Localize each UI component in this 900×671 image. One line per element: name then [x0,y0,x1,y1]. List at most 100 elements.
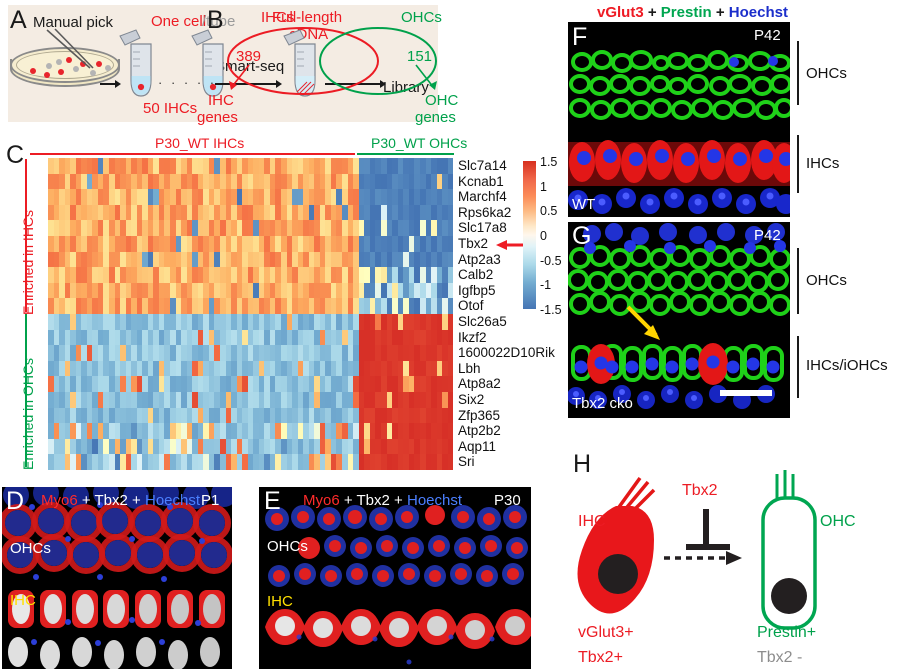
heatmap-cell [330,173,337,190]
heatmap-cell [375,423,381,439]
heatmap-cell [114,235,121,252]
heatmap-cell [314,251,320,268]
heatmap-cell [186,173,193,190]
heatmap-cell [53,235,60,252]
heatmap-cell [286,454,293,470]
heatmap-cell [103,407,110,424]
heatmap-cell [308,173,315,190]
heatmap-cell [170,360,176,377]
heatmap-cell [181,267,187,283]
heatmap-cell [358,204,365,221]
heatmap-cell [236,251,243,268]
heatmap-cell [431,158,437,174]
heatmap-cell [125,329,132,346]
heatmap-cell [347,204,354,221]
heatmap-cell [258,391,265,408]
heatmap-cell [425,438,432,455]
heatmap-cell [264,235,270,252]
heatmap-cell [303,329,309,346]
heatmap-cell [170,313,176,330]
heatmap-cell [386,407,393,424]
heatmap-cell [353,282,359,299]
heatmap-cell [219,313,226,330]
heatmap-cell [131,235,137,252]
heatmap-cell [170,204,176,221]
heatmap-cell [386,298,393,314]
heatmap-cell [153,329,159,346]
heatmap-row [48,329,454,346]
heatmap-cell [308,267,315,283]
heatmap-cell [419,220,426,236]
heatmap-cell [214,329,220,346]
panel-d-age: P1 [201,492,220,509]
heatmap-cell [336,345,342,361]
heatmap-cell [158,204,165,221]
heatmap-cell [386,376,393,392]
heatmap-cell [242,423,248,439]
heatmap-cell [325,189,331,205]
heatmap-cell [403,189,409,205]
heatmap-cell [70,391,76,408]
heatmap-cell [158,329,165,346]
heatmap-cell [192,376,198,392]
heatmap-cell [81,454,87,470]
heatmap-cell [70,407,76,424]
heatmap-cell [175,158,182,174]
heatmap-cell [369,313,376,330]
heatmap-cell [219,235,226,252]
heatmap-cell [258,251,265,268]
heatmap-cell [181,282,187,299]
heatmap-cell [358,345,365,361]
heatmap-cell [286,407,293,424]
heatmap-cell [447,376,454,392]
pipette-needle-icon [46,28,94,69]
heatmap-cell [97,173,104,190]
heatmap-cell [258,438,265,455]
heatmap-cell [297,423,304,439]
heatmap-cell [297,438,304,455]
heatmap-row [48,173,454,190]
heatmap-cell [425,204,432,221]
panel-g-micrograph-content [568,222,790,418]
heatmap-cell [369,391,376,408]
heatmap-cell [219,298,226,314]
heatmap-cell [70,251,76,268]
heatmap-cell [330,267,337,283]
heatmap-row [48,298,454,314]
heatmap-cell [109,329,115,346]
heatmap-cell [59,438,65,455]
heatmap-cell [70,173,76,190]
heatmap-cell [153,454,159,470]
heatmap-cell [375,454,381,470]
heatmap-cell [364,173,370,190]
heatmap-cell [253,345,259,361]
heatmap-cell [242,189,248,205]
heatmap-cell [375,360,381,377]
panel-b-letter: B [207,6,224,34]
heatmap-cell [436,345,443,361]
heatmap-cell [330,454,337,470]
colorbar-tick-label: 0 [540,229,547,243]
heatmap-cell [380,345,387,361]
heatmap-cell [208,407,215,424]
heatmap-cell [131,391,137,408]
heatmap-cell [380,360,387,377]
heatmap-cell [236,235,243,252]
heatmap-cell [231,235,237,252]
heatmap-cell [186,298,193,314]
heatmap-cell [147,235,154,252]
heatmap-cell [81,329,87,346]
heatmap-cell [341,282,348,299]
heatmap-cell [136,158,143,174]
panel-e-title-tbx2: Tbx2 [356,492,390,509]
heatmap-cell [109,189,115,205]
heatmap-cell [242,204,248,221]
heatmap-cell [253,267,259,283]
heatmap-cell [219,189,226,205]
heatmap-cell [419,407,426,424]
heatmap-cell [97,189,104,205]
heatmap-cell [447,329,454,346]
heatmap-cell [48,158,54,174]
heatmap-cell [186,407,193,424]
panel-g-ihcs-label: IHCs/iOHCs [806,357,888,374]
